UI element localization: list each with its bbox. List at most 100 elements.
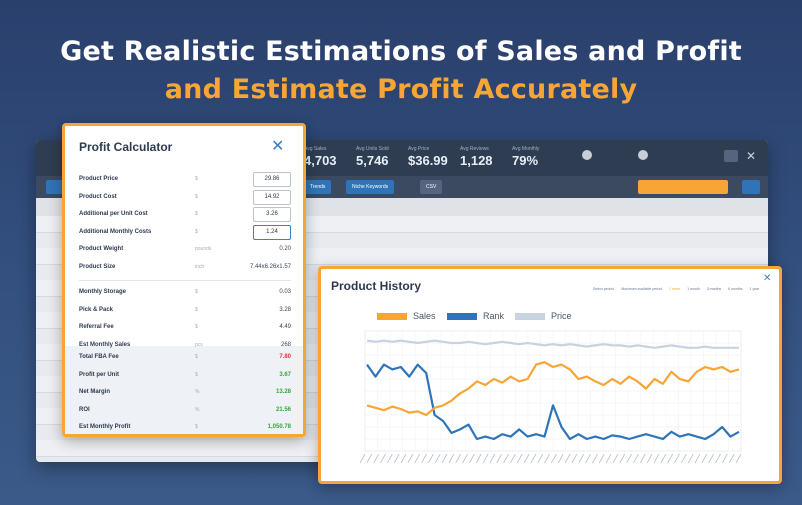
x-tick-mark: [598, 453, 605, 464]
calc-input-field[interactable]: 1.24: [253, 224, 291, 240]
x-tick-mark: [708, 453, 715, 464]
x-tick-mark: [619, 453, 626, 464]
csv-button[interactable]: CSV: [420, 180, 443, 194]
niche-keywords-button[interactable]: Niche Keywords: [346, 180, 395, 194]
period-option[interactable]: Maximum available period: [621, 287, 663, 291]
orange-action-button[interactable]: [638, 180, 684, 194]
calc-row-unit: $: [195, 424, 198, 430]
stat-label: Avg Reviews: [460, 146, 489, 152]
period-option[interactable]: 1 week: [669, 287, 681, 291]
close-icon[interactable]: ✕: [271, 138, 285, 155]
x-tick-mark: [701, 453, 708, 464]
history-title: Product History: [331, 279, 422, 293]
legend-swatch-price: [515, 313, 545, 320]
hero-title-line2: and Estimate Profit Accurately: [164, 74, 638, 105]
x-tick-mark: [667, 453, 673, 464]
series-line-rank: [366, 363, 740, 441]
product-history-panel: Product History ✕ Select period: Maximum…: [318, 266, 782, 484]
x-tick-mark: [674, 453, 680, 464]
series-line-sales: [366, 361, 740, 417]
window-button-icon[interactable]: [724, 150, 738, 162]
calc-row-label: ROI: [79, 406, 90, 413]
legend-label-rank: Rank: [483, 311, 505, 321]
calc-row-unit: $: [195, 176, 198, 182]
calc-row-label: Product Cost: [79, 193, 117, 200]
calc-row-value: 268: [280, 341, 291, 348]
x-tick-mark: [407, 453, 414, 464]
x-tick-mark: [489, 453, 496, 464]
x-tick-mark: [680, 453, 687, 464]
close-icon[interactable]: ✕: [763, 273, 772, 284]
calc-row: Product Price $29.86: [79, 172, 291, 187]
x-tick-mark: [592, 453, 598, 464]
x-tick-mark: [469, 453, 475, 464]
legend-swatch-rank: [447, 313, 477, 320]
x-tick-mark: [366, 453, 373, 464]
calc-input-field[interactable]: 3.26: [253, 207, 291, 222]
period-option[interactable]: 6 months: [728, 287, 743, 291]
x-tick-mark: [455, 453, 462, 464]
calc-row-unit: inch: [195, 263, 205, 270]
x-tick-mark: [612, 453, 619, 464]
x-tick-mark: [571, 453, 578, 464]
calc-row: Monthly Storage $0.03: [79, 285, 291, 300]
x-tick-mark: [585, 453, 591, 464]
calc-row: Additional per Unit Cost $3.26: [79, 207, 291, 222]
stat-value: 5,746: [356, 153, 389, 168]
x-tick-mark: [605, 453, 612, 464]
legend-swatch-sales: [377, 313, 407, 320]
stat-item: Avg Price $36.99: [408, 146, 468, 168]
calc-row-label: Est Monthly Profit: [79, 424, 131, 430]
x-tick-mark: [373, 453, 380, 464]
calc-row: Additional Monthly Costs $1.24: [79, 224, 291, 240]
x-tick-mark: [414, 453, 421, 464]
stat-label: Avg Units Sold: [356, 146, 389, 152]
calc-input-field[interactable]: 14.92: [253, 189, 291, 205]
calc-row-unit: $: [195, 324, 198, 330]
orange-action-button[interactable]: [682, 180, 728, 194]
x-tick-mark: [380, 453, 386, 464]
x-tick-mark: [475, 453, 482, 464]
calc-row: Est Monthly Profit $1,050.78: [79, 420, 291, 435]
calc-row: Profit per Unit $3.67: [79, 368, 291, 383]
calc-row-unit: $: [195, 354, 198, 360]
x-tick-mark: [557, 453, 564, 464]
calculator-title: Profit Calculator: [79, 140, 173, 154]
x-tick-mark: [728, 453, 735, 464]
x-tick-mark: [687, 453, 694, 464]
x-tick-mark: [646, 453, 653, 464]
calc-row: Net Margin% 13.28: [79, 385, 291, 400]
calc-row-label: Total FBA Fee: [79, 354, 119, 360]
trends-button[interactable]: Trends: [304, 180, 332, 194]
stat-value: 4,703: [304, 153, 337, 168]
period-label: Select period:: [593, 287, 615, 291]
period-option[interactable]: 3 months: [706, 287, 722, 291]
stat-label: Avg Sales: [304, 146, 327, 152]
x-tick-mark: [721, 453, 728, 464]
calc-row-label: Product Size: [79, 263, 116, 270]
calc-input-field[interactable]: 29.86: [253, 172, 291, 187]
stat-item: Avg Reviews 1,128: [460, 146, 520, 168]
calc-row-label: Additional per Unit Cost: [79, 211, 148, 217]
x-tick-mark: [660, 453, 667, 464]
x-tick-mark: [653, 453, 660, 464]
calc-row-unit: $: [195, 228, 198, 235]
x-tick-mark: [393, 453, 400, 464]
calc-row-value: 7.80: [279, 354, 291, 360]
hero-title-line1: Get Realistic Estimations of Sales and P…: [60, 36, 742, 67]
period-option[interactable]: 1 month: [687, 287, 700, 291]
stat-item: Avg Sales 4,703: [304, 146, 364, 168]
x-tick-mark: [441, 453, 448, 464]
calc-row: Est Monthly Sales pcs 268: [79, 338, 291, 353]
app-close-icon[interactable]: ✕: [746, 149, 757, 163]
calc-row-unit: $: [195, 193, 198, 200]
period-option[interactable]: 1 year: [749, 287, 760, 291]
period-selector: Select period: Maximum available period …: [593, 287, 765, 291]
calc-row-value: 21.56: [275, 406, 291, 413]
history-chart: [359, 330, 742, 464]
x-tick-mark: [462, 453, 468, 464]
toolbar-icon-button[interactable]: [742, 180, 760, 194]
calc-row-unit: %: [195, 389, 200, 395]
calc-row-unit: pcs: [195, 341, 203, 348]
calc-row-unit: $: [195, 306, 198, 313]
